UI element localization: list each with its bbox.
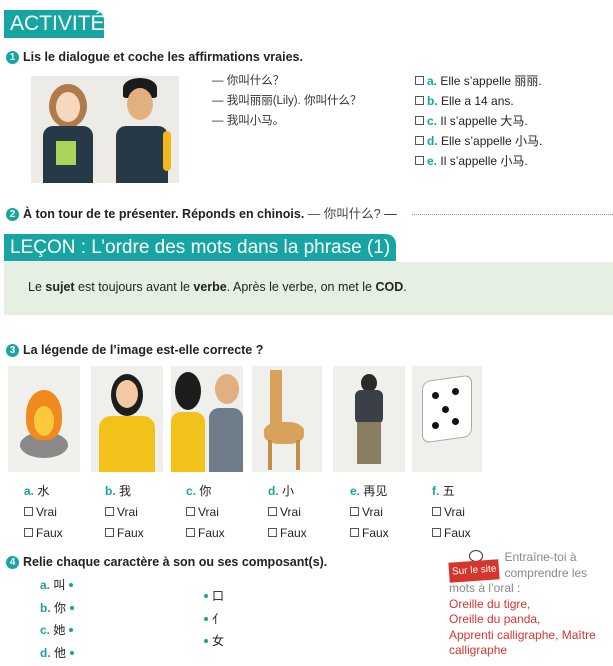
q1-number: 1 xyxy=(6,51,19,64)
q4-left-column: a. 叫 b. 你 c. 她 d. 他 xyxy=(40,574,78,664)
lecon-text: Le sujet est toujours avant le verbe. Ap… xyxy=(28,280,407,294)
q4-left-item[interactable]: a. 叫 xyxy=(40,574,78,597)
q3-item-e: e. 再见 Vrai Faux xyxy=(350,481,389,544)
checkbox[interactable] xyxy=(415,76,424,85)
q3-item-d: d. 小 Vrai Faux xyxy=(268,481,307,544)
q4-right-item[interactable]: 女 xyxy=(200,630,224,653)
sur-le-site-badge[interactable]: Sur le site xyxy=(448,559,501,583)
q2-heading: 2 À ton tour de te présenter. Réponds en … xyxy=(6,203,397,222)
site-link[interactable]: Oreille du panda, xyxy=(449,612,541,626)
q4-right-column: 口 亻 女 xyxy=(200,585,224,653)
faux-option[interactable]: Faux xyxy=(268,523,307,544)
option-letter: b. xyxy=(427,94,438,108)
fire-image xyxy=(8,366,80,472)
q4-heading: 4 Relie chaque caractère à son ou ses com… xyxy=(6,555,327,569)
vrai-option[interactable]: Vrai xyxy=(350,502,389,523)
faux-option[interactable]: Faux xyxy=(105,523,144,544)
man-walking-image xyxy=(333,366,405,472)
option-c[interactable]: c. Il s’appelle 大马. xyxy=(415,111,542,131)
q4-right-item[interactable]: 亻 xyxy=(200,608,224,631)
option-letter: d. xyxy=(427,134,438,148)
checkbox[interactable] xyxy=(415,96,424,105)
q4-right-item[interactable]: 口 xyxy=(200,585,224,608)
vrai-option[interactable]: Vrai xyxy=(105,502,144,523)
option-letter: a. xyxy=(427,74,438,88)
lecon-box xyxy=(4,262,613,315)
woman-image xyxy=(91,366,163,472)
option-d[interactable]: d. Elle s’appelle 小马. xyxy=(415,131,542,151)
option-text: Elle a 14 ans. xyxy=(441,94,514,108)
site-link[interactable]: Apprenti calligraphe, Maître calligraphe xyxy=(449,627,596,658)
dice-image xyxy=(412,366,482,472)
option-e[interactable]: e. Il s’appelle 小马. xyxy=(415,151,542,171)
option-b[interactable]: b. Elle a 14 ans. xyxy=(415,91,542,111)
giraffe-image xyxy=(252,366,322,472)
q3-item-f: f. 五 Vrai Faux xyxy=(432,481,471,544)
site-box: Sur le site Entraîne-toi à comprendre le… xyxy=(448,550,609,659)
option-text: Il s’appelle 大马. xyxy=(440,114,528,128)
faux-option[interactable]: Faux xyxy=(350,523,389,544)
checkbox[interactable] xyxy=(415,116,424,125)
q3-number: 3 xyxy=(6,344,19,357)
q3-title: La légende de l’image est-elle correcte … xyxy=(23,343,264,357)
q3-item-b: b. 我 Vrai Faux xyxy=(105,481,144,544)
vrai-option[interactable]: Vrai xyxy=(186,502,225,523)
vrai-option[interactable]: Vrai xyxy=(432,502,471,523)
activites-banner: ACTIVITÉS xyxy=(4,10,119,38)
two-people-image xyxy=(171,366,243,472)
q4-left-item[interactable]: d. 他 xyxy=(40,642,78,665)
vrai-option[interactable]: Vrai xyxy=(24,502,63,523)
faux-option[interactable]: Faux xyxy=(432,523,471,544)
option-text: Il s’appelle 小马. xyxy=(440,154,528,168)
q1-options: a. Elle s’appelle 丽丽. b. Elle a 14 ans. … xyxy=(415,71,542,171)
q2-dash: — xyxy=(384,207,397,221)
q3-item-c: c. 你 Vrai Faux xyxy=(186,481,225,544)
q2-answer-line[interactable] xyxy=(412,214,613,215)
q2-title: À ton tour de te présenter. Réponds en c… xyxy=(23,207,305,221)
lecon-banner: LEÇON : L’ordre des mots dans la phrase … xyxy=(4,234,396,261)
q3-item-a: a. 水 Vrai Faux xyxy=(24,481,63,544)
q4-left-item[interactable]: c. 她 xyxy=(40,619,78,642)
q4-left-item[interactable]: b. 你 xyxy=(40,597,78,620)
vrai-option[interactable]: Vrai xyxy=(268,502,307,523)
site-text: Entraîne-toi à comprendre les mots à l’o… xyxy=(449,550,588,595)
q2-prompt: — 你叫什么? xyxy=(307,207,381,221)
option-text: Elle s’appelle 丽丽. xyxy=(440,74,542,88)
students-illustration xyxy=(31,76,179,183)
checkbox[interactable] xyxy=(415,136,424,145)
q4-number: 4 xyxy=(6,556,19,569)
dialogue-line: — 我叫丽丽(Lily). 你叫什么？ xyxy=(212,95,362,107)
q2-number: 2 xyxy=(6,208,19,221)
dialogue-line: — 你叫什么？ xyxy=(212,75,285,87)
option-letter: c. xyxy=(427,114,438,128)
q1-heading: 1 Lis le dialogue et coche les affirmatio… xyxy=(6,50,303,64)
checkbox[interactable] xyxy=(415,156,424,165)
q3-heading: 3 La légende de l’image est-elle correcte… xyxy=(6,343,263,357)
faux-option[interactable]: Faux xyxy=(186,523,225,544)
option-letter: e. xyxy=(427,154,438,168)
option-text: Elle s’appelle 小马. xyxy=(441,134,543,148)
option-a[interactable]: a. Elle s’appelle 丽丽. xyxy=(415,71,542,91)
dialogue-line: — 我叫小马。 xyxy=(212,115,285,127)
faux-option[interactable]: Faux xyxy=(24,523,63,544)
q1-title: Lis le dialogue et coche les affirmation… xyxy=(23,50,303,64)
q4-title: Relie chaque caractère à son ou ses comp… xyxy=(23,555,328,569)
dialogue: — 你叫什么？ — 我叫丽丽(Lily). 你叫什么？ — 我叫小马。 xyxy=(212,71,362,131)
site-link[interactable]: Oreille du tigre, xyxy=(449,596,531,611)
